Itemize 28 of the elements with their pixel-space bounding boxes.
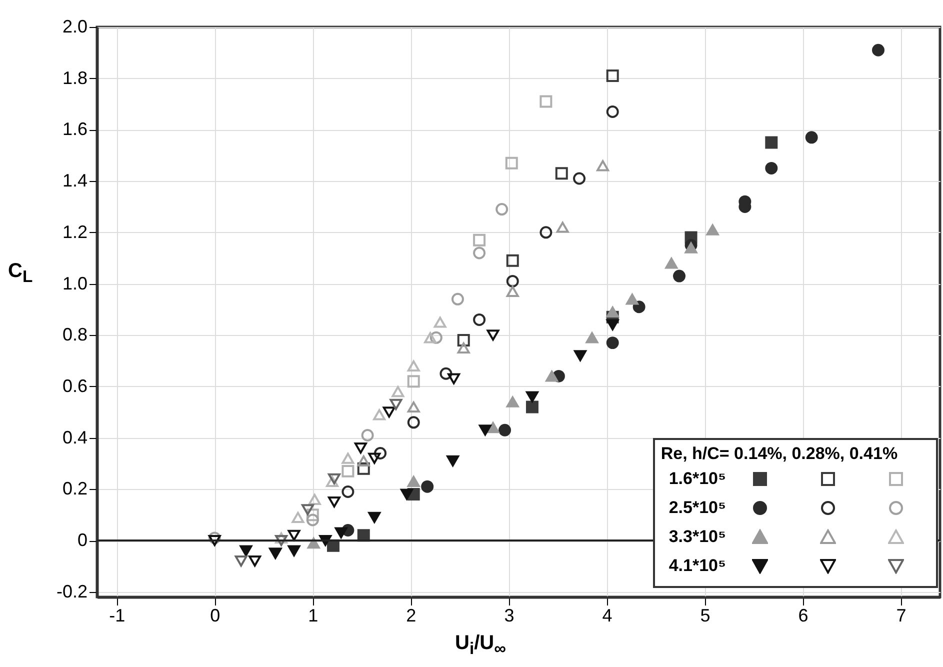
y-tick-label: 1.6 bbox=[62, 119, 88, 140]
y-tick-label: -0.2 bbox=[56, 581, 88, 602]
legend-title: Re, h/C= 0.14%, 0.28%, 0.41% bbox=[660, 444, 899, 464]
y-tick-label: 2.0 bbox=[62, 16, 88, 36]
x-tick-label: 5 bbox=[700, 606, 710, 626]
y-tick-label: 0.8 bbox=[62, 324, 88, 345]
x-tick-label: 3 bbox=[504, 606, 514, 626]
y-tick-label: 1.4 bbox=[62, 170, 88, 191]
y-tick-label: 0 bbox=[77, 530, 88, 550]
y-axis-title: C$_{L}$ bbox=[8, 260, 33, 287]
legend-label: 1.6*10⁵ bbox=[668, 468, 726, 490]
y-tick-label: 0.4 bbox=[62, 427, 88, 448]
legend-label: 4.1*10⁵ bbox=[668, 554, 726, 576]
legend-label: 3.3*10⁵ bbox=[668, 526, 726, 548]
x-tick-label: 1 bbox=[308, 606, 318, 626]
x-tick-label: 4 bbox=[602, 606, 612, 626]
y-tick-label: 1.0 bbox=[62, 273, 88, 294]
x-tick-label: 6 bbox=[798, 606, 808, 626]
x-tick-label: -1 bbox=[109, 606, 126, 626]
x-axis-title: U$_{i}$/U$_{∞}$ bbox=[455, 632, 506, 659]
y-tick-label: 1.8 bbox=[62, 68, 88, 88]
y-tick-label: 1.2 bbox=[62, 222, 88, 242]
y-tick-label: 0.6 bbox=[62, 376, 88, 396]
x-tick-label: 0 bbox=[210, 606, 220, 626]
x-tick-label: 2 bbox=[406, 606, 416, 626]
y-tick-label: 0.2 bbox=[62, 478, 88, 499]
legend-label: 2.5*10⁵ bbox=[668, 496, 726, 518]
x-tick-label: 7 bbox=[896, 606, 906, 626]
